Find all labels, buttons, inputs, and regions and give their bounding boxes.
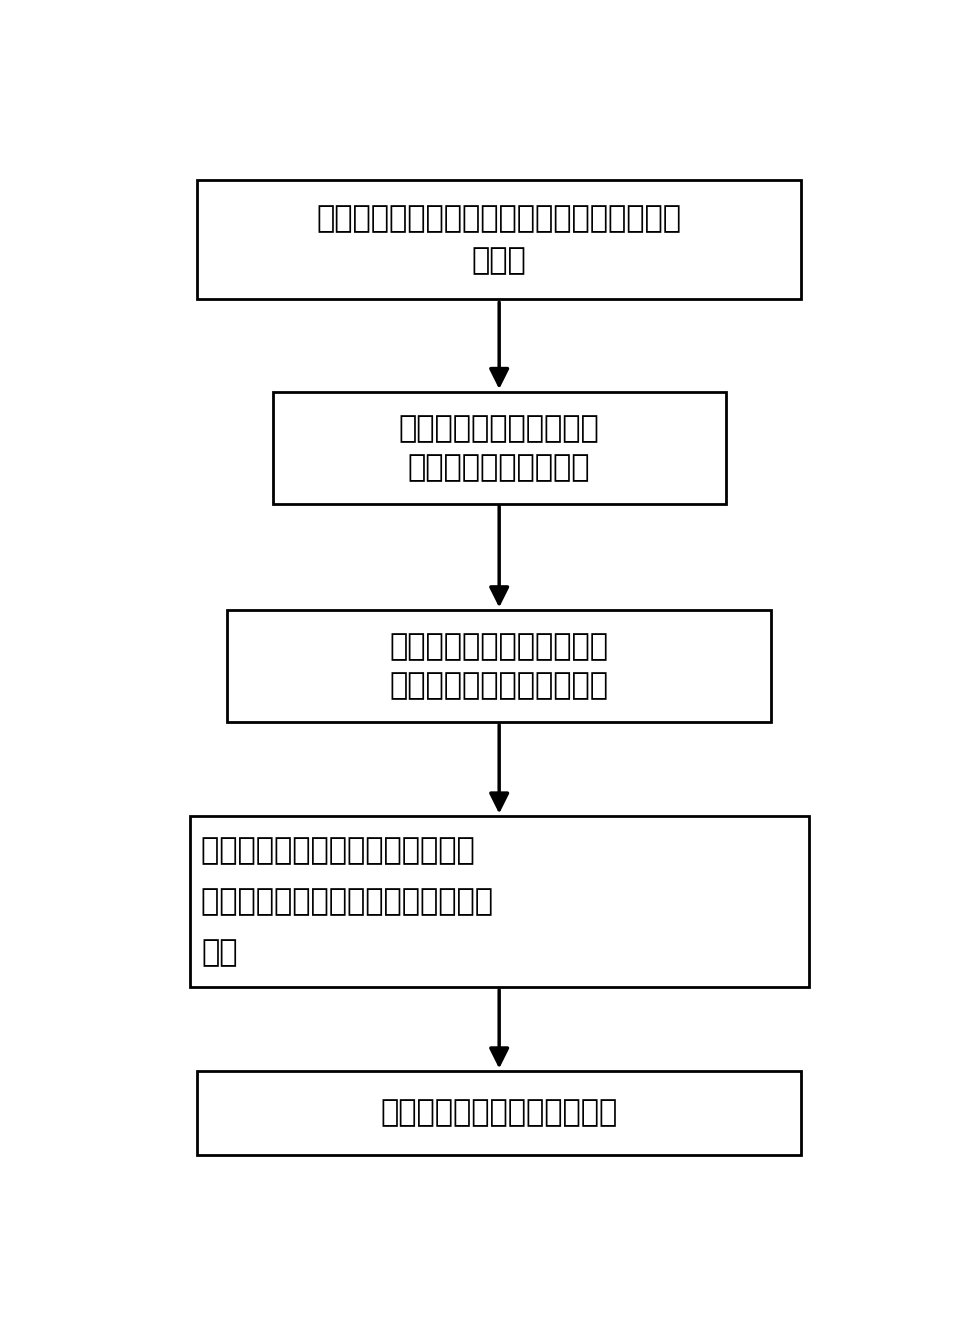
Text: 主动质量阻尼器系统设计完成: 主动质量阻尼器系统设计完成 (381, 1099, 618, 1128)
FancyBboxPatch shape (228, 611, 771, 721)
Text: 棒设计: 棒设计 (471, 247, 527, 274)
Text: 确定主动质量阻尼器系统: 确定主动质量阻尼器系统 (398, 414, 600, 443)
Text: 范数为鲁棒性能评价准则的增益矩阵: 范数为鲁棒性能评价准则的增益矩阵 (201, 888, 503, 917)
Text: 含随机参数结构系统的主动质量阻尼器抗震鲁: 含随机参数结构系统的主动质量阻尼器抗震鲁 (317, 204, 682, 233)
Text: 含随机参数结构控制系统正: 含随机参数结构控制系统正 (390, 632, 609, 661)
Text: 质量、刚度、阻尼参数: 质量、刚度、阻尼参数 (408, 452, 590, 481)
FancyBboxPatch shape (273, 392, 726, 504)
FancyBboxPatch shape (197, 1071, 801, 1154)
FancyBboxPatch shape (197, 179, 801, 299)
Text: 设计: 设计 (201, 938, 238, 967)
FancyBboxPatch shape (190, 816, 808, 987)
Text: 以确定性扩阶系统闭环传递函数的: 以确定性扩阶系统闭环传递函数的 (201, 836, 484, 865)
Text: 交展开获得确定性扩阶系统: 交展开获得确定性扩阶系统 (390, 671, 609, 700)
